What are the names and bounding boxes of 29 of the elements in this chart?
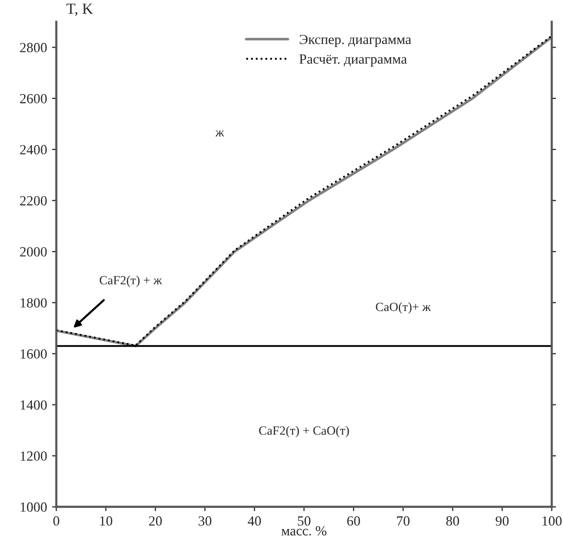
annotation: CaF2(т) + CaO(т) [259,426,349,438]
y-tick-label: 1600 [20,349,47,359]
x-tick-label: 0 [53,516,60,526]
x-tick-label: 40 [248,516,261,526]
x-tick-label: 20 [149,516,162,526]
annotation: ж [215,130,224,136]
x-tick-label: 100 [542,516,562,526]
x-tick-label: 10 [100,516,112,526]
x-tick-label: 80 [446,516,460,526]
legend-label: Расчёт. диаграмма [299,54,407,67]
y-tick-label: 2400 [20,145,47,154]
x-tick-label: 70 [397,516,410,526]
y-axis-title: T, K [66,4,93,16]
y-tick-label: 2000 [20,247,47,257]
y-tick-label: 1000 [20,502,47,512]
x-tick-label: 30 [198,516,212,526]
annotation: CaO(т)+ ж [376,302,431,314]
x-tick-label: 50 [298,516,310,526]
y-tick-label: 1400 [20,400,47,410]
y-tick-label: 1200 [20,451,47,461]
legend-label: Экспер. диаграмма [300,34,412,47]
annotation: CaF2(т) + ж [100,276,162,287]
x-tick-label: 90 [496,516,509,526]
y-tick-label: 2600 [20,94,47,104]
x-tick-label: 60 [347,516,360,526]
y-tick-label: 2200 [20,196,47,206]
y-tick-label: 2800 [20,42,47,52]
y-tick-label: 1800 [20,298,47,308]
x-axis-title: масс. % [281,526,326,536]
